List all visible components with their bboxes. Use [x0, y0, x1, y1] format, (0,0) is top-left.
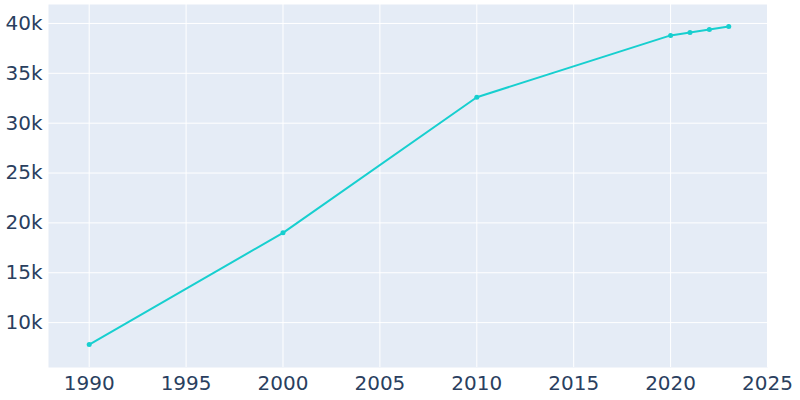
svg-text:2015: 2015 [548, 371, 599, 395]
svg-text:1995: 1995 [161, 371, 212, 395]
svg-text:2020: 2020 [645, 371, 696, 395]
svg-text:2025: 2025 [742, 371, 793, 395]
svg-text:15k: 15k [5, 260, 42, 284]
svg-text:25k: 25k [5, 160, 42, 184]
svg-text:10k: 10k [5, 310, 42, 334]
svg-text:1990: 1990 [64, 371, 115, 395]
svg-text:2005: 2005 [354, 371, 405, 395]
svg-text:40k: 40k [5, 11, 42, 35]
svg-text:2000: 2000 [258, 371, 309, 395]
svg-text:2010: 2010 [451, 371, 502, 395]
svg-text:20k: 20k [5, 210, 42, 234]
svg-text:30k: 30k [5, 111, 42, 135]
svg-text:35k: 35k [5, 61, 42, 85]
